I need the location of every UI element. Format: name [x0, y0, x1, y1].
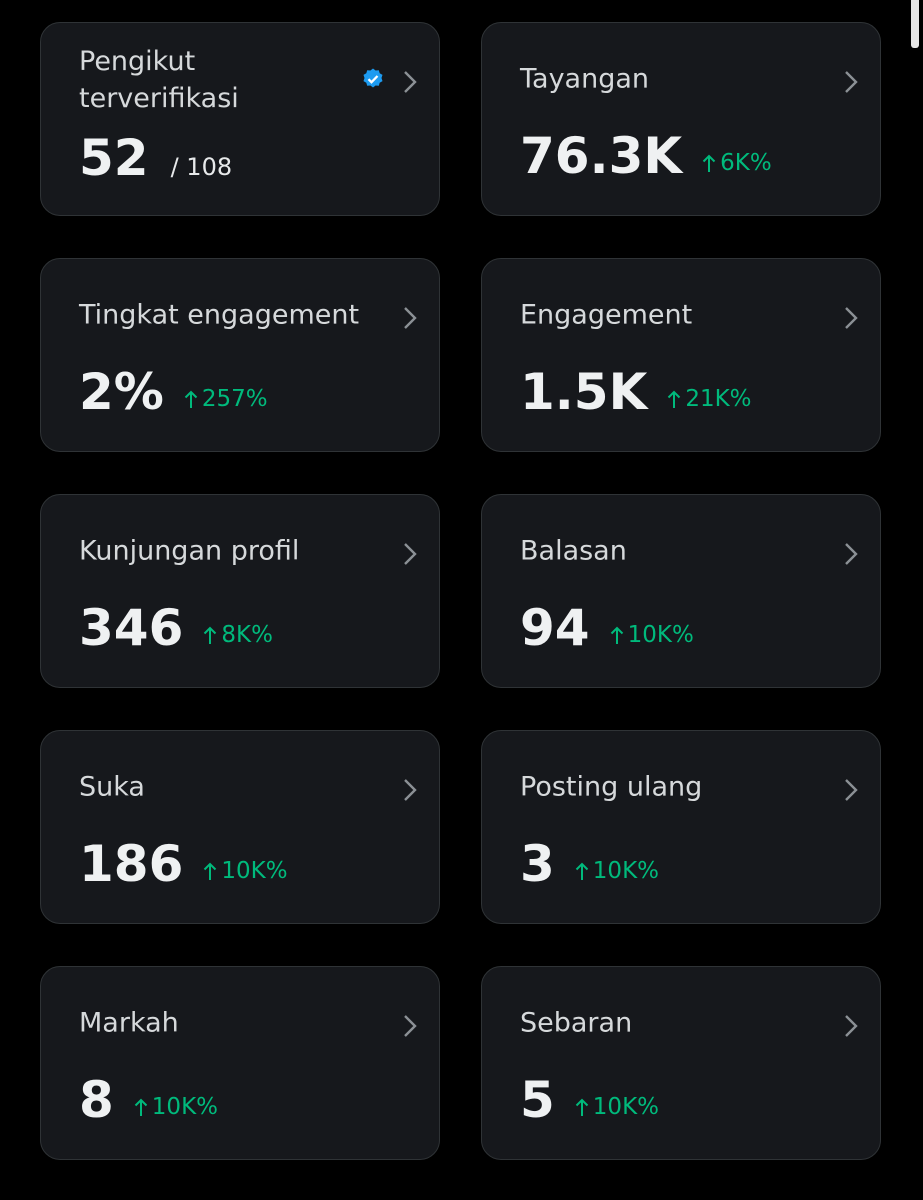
- metric-card[interactable]: Balasan 94 10K%: [481, 494, 881, 688]
- metric-value: 52 / 108: [79, 128, 232, 197]
- up-arrow: [575, 1098, 589, 1116]
- chevron-right: [845, 307, 858, 329]
- card-title: Markah: [79, 1007, 179, 1039]
- change: 10K%: [203, 841, 288, 901]
- metric-value: 3 10K%: [520, 834, 659, 901]
- value-text: 8: [79, 1071, 114, 1129]
- card-title: Tingkat engagement: [79, 299, 360, 331]
- metric-card[interactable]: Markah 8 10K%: [40, 966, 440, 1160]
- card-title: Tayangan: [520, 63, 650, 95]
- change: 10K%: [575, 841, 659, 901]
- change: 10K%: [575, 1077, 659, 1137]
- card-title: Balasan: [520, 535, 627, 567]
- chevron-right: [404, 71, 417, 93]
- up-arrow: [610, 626, 623, 644]
- card-title: Suka: [79, 771, 145, 803]
- up-arrow: [134, 1098, 148, 1116]
- card-title: Pengikut terverifikasi: [79, 46, 239, 114]
- chevron-right: [404, 1015, 417, 1037]
- metric-value: 94 10K%: [520, 598, 694, 665]
- card-title: Kunjungan profil: [79, 535, 300, 567]
- metric-card[interactable]: Posting ulang 3 10K%: [481, 730, 881, 924]
- value-text: 3: [520, 835, 555, 893]
- chevron-right: [845, 543, 858, 565]
- change-text: 10K%: [592, 858, 660, 884]
- metric-value: 1.5K 21K%: [520, 362, 752, 429]
- metric-card[interactable]: Kunjungan profil 346 8K%: [40, 494, 440, 688]
- change: 257%: [184, 369, 268, 429]
- change-text: 21K%: [685, 386, 752, 412]
- value-text: 1.5K: [520, 363, 648, 421]
- metric-card[interactable]: Suka 186 10K%: [40, 730, 440, 924]
- value-text: 52: [79, 129, 149, 187]
- card-title: Posting ulang: [520, 771, 703, 803]
- metric-card[interactable]: Pengikut terverifikasi 52 / 108: [40, 22, 440, 216]
- metric-card[interactable]: Tingkat engagement 2% 257%: [40, 258, 440, 452]
- change: 6K%: [702, 133, 772, 193]
- value-text: 5: [520, 1071, 555, 1129]
- value-text: 76.3K: [520, 127, 683, 185]
- change: 21K%: [667, 369, 752, 429]
- metric-value: 5 10K%: [520, 1070, 659, 1137]
- chevron-right: [845, 1015, 858, 1037]
- chevron-right: [404, 543, 417, 565]
- change: 10K%: [134, 1077, 218, 1137]
- change-text: 8K%: [221, 622, 273, 648]
- chevron-right: [845, 779, 858, 801]
- change-text: 10K%: [221, 858, 288, 884]
- up-arrow: [668, 390, 681, 408]
- value-text: 346: [79, 599, 184, 657]
- value-text: 186: [79, 835, 184, 893]
- total-text: / 108: [170, 153, 233, 181]
- up-arrow: [702, 154, 716, 172]
- change-text: 257%: [201, 386, 268, 412]
- value-text: 94: [520, 599, 590, 657]
- metric-card[interactable]: Tayangan 76.3K 6K%: [481, 22, 881, 216]
- up-arrow: [184, 390, 198, 408]
- verified-badge: [363, 68, 383, 88]
- change: 8K%: [203, 605, 273, 665]
- chevron-right: [404, 779, 417, 801]
- up-arrow: [575, 862, 589, 880]
- change-text: 10K%: [592, 1094, 660, 1120]
- chevron-right: [845, 71, 858, 93]
- change-text: 10K%: [627, 622, 694, 648]
- metric-value: 186 10K%: [79, 834, 288, 901]
- metric-card[interactable]: Sebaran 5 10K%: [481, 966, 881, 1160]
- card-title: Engagement: [520, 299, 693, 331]
- value-text: 2%: [79, 363, 164, 421]
- up-arrow: [204, 862, 217, 880]
- card-title: Sebaran: [520, 1007, 633, 1039]
- metric-value: 2% 257%: [79, 362, 268, 429]
- metric-card[interactable]: Engagement 1.5K 21K%: [481, 258, 881, 452]
- scrollbar: [911, 0, 919, 48]
- change: 10K%: [610, 605, 694, 665]
- up-arrow: [204, 626, 217, 644]
- metric-value: 76.3K 6K%: [520, 126, 772, 193]
- change-text: 6K%: [720, 150, 772, 176]
- metric-value: 346 8K%: [79, 598, 273, 665]
- chevron-right: [404, 307, 417, 329]
- change-text: 10K%: [151, 1094, 219, 1120]
- metric-value: 8 10K%: [79, 1070, 218, 1137]
